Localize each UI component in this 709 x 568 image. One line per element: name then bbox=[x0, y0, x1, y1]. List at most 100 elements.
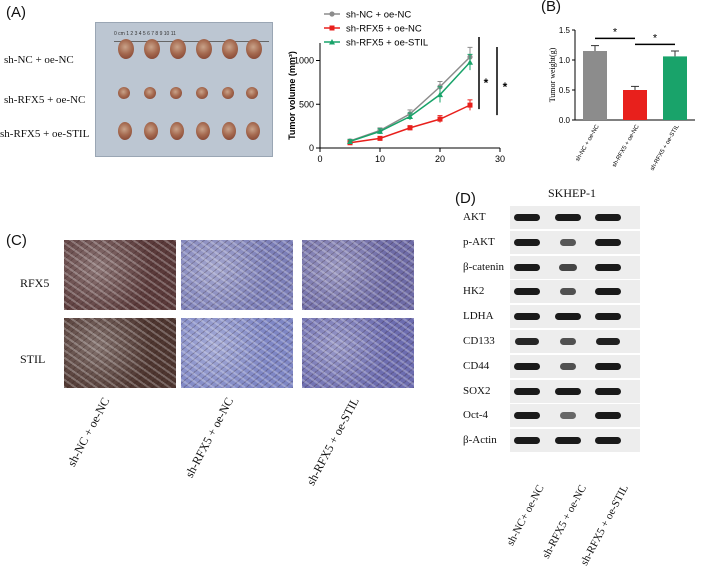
western-band bbox=[595, 263, 621, 271]
western-band bbox=[595, 313, 621, 321]
ihc-image bbox=[302, 318, 414, 388]
data-point bbox=[347, 138, 353, 144]
y-tick-label: 0 bbox=[309, 143, 314, 153]
western-band bbox=[595, 238, 621, 246]
western-band bbox=[514, 214, 540, 221]
tumor-sample bbox=[170, 39, 186, 59]
ihc-image bbox=[302, 240, 414, 310]
western-band bbox=[595, 288, 621, 296]
y-tick-label: 0.0 bbox=[559, 116, 571, 125]
western-protein-label: HK2 bbox=[463, 285, 485, 298]
western-protein-label: SOX2 bbox=[463, 384, 491, 397]
y-tick-label: 1.5 bbox=[559, 26, 571, 35]
bar bbox=[663, 56, 687, 120]
ihc-column-label: sh-NC + oe-NC bbox=[64, 395, 113, 469]
tumor-sample bbox=[144, 87, 156, 99]
tumor-sample bbox=[246, 87, 258, 99]
legend-marker bbox=[329, 39, 335, 45]
legend-marker bbox=[329, 25, 335, 31]
data-point bbox=[467, 59, 473, 65]
western-band bbox=[560, 288, 576, 296]
ihc-row-label: STIL bbox=[20, 352, 46, 366]
western-protein-label: CD44 bbox=[463, 359, 490, 372]
data-point bbox=[437, 91, 443, 98]
tumor-sample bbox=[170, 87, 182, 99]
western-protein-label: β-Actin bbox=[463, 434, 497, 447]
tumor-sample bbox=[196, 39, 212, 59]
western-band bbox=[560, 238, 576, 246]
volume-line-chart: 0 500 1000 0 10 20 30 Tumor volume (mm³) sh-NC +… bbox=[287, 10, 508, 165]
data-point bbox=[407, 125, 413, 131]
western-column-label: sh-NC+ oe-NC bbox=[504, 483, 547, 548]
photo-row-label: sh-RFX5 + oe-STIL bbox=[0, 128, 90, 140]
western-band bbox=[595, 362, 621, 370]
y-tick-label: 1.0 bbox=[559, 56, 571, 65]
x-tick-label: 30 bbox=[495, 154, 505, 164]
western-band bbox=[514, 288, 540, 296]
western-band bbox=[555, 437, 581, 445]
photo-row-label: sh-RFX5 + oe-NC bbox=[4, 94, 86, 106]
tumor-sample bbox=[246, 39, 262, 59]
western-band bbox=[515, 338, 539, 345]
western-title: SKHEP-1 bbox=[548, 186, 597, 200]
y-tick-label: 500 bbox=[299, 99, 314, 109]
western-band bbox=[514, 263, 540, 271]
legend-label: sh-NC + oe-NC bbox=[346, 10, 411, 21]
western-band bbox=[555, 387, 581, 395]
data-point bbox=[437, 116, 443, 122]
western-band bbox=[555, 214, 581, 221]
western-band bbox=[514, 412, 540, 420]
significance-star: * bbox=[503, 80, 508, 94]
panel-a-label: (A) bbox=[6, 4, 26, 21]
tumor-sample bbox=[170, 122, 184, 140]
y-tick-label: 0.5 bbox=[559, 86, 571, 95]
legend-marker bbox=[329, 11, 335, 17]
x-tick-label: sh-RFX5 + oe-STIL bbox=[650, 123, 681, 171]
western-protein-label: AKT bbox=[463, 211, 486, 223]
x-tick-label: 0 bbox=[317, 154, 322, 164]
tumor-sample bbox=[222, 87, 234, 99]
ihc-column-label: sh-RFX5 + oe-STIL bbox=[303, 395, 362, 488]
y-tick-label: 1000 bbox=[294, 56, 314, 66]
tumor-sample bbox=[222, 122, 236, 140]
western-band bbox=[514, 387, 540, 395]
ihc-image bbox=[181, 240, 293, 310]
bar bbox=[623, 90, 647, 120]
data-point bbox=[467, 102, 473, 108]
data-point bbox=[407, 113, 413, 119]
western-protein-label: β-catenin bbox=[463, 260, 505, 273]
tumor-sample bbox=[222, 39, 238, 59]
ihc-image bbox=[181, 318, 293, 388]
western-protein-label: Oct-4 bbox=[463, 409, 489, 422]
ihc-row-label: RFX5 bbox=[20, 276, 50, 290]
western-band bbox=[514, 313, 540, 321]
western-column-label: sh-RFX5 + oe-STIL bbox=[578, 483, 631, 568]
photo-row-label: sh-NC + oe-NC bbox=[4, 54, 74, 66]
western-band bbox=[514, 437, 540, 445]
western-band bbox=[595, 412, 621, 420]
significance-star: * bbox=[653, 32, 658, 44]
tumor-sample bbox=[144, 122, 158, 140]
western-protein-label: p-AKT bbox=[463, 235, 495, 248]
ihc-image bbox=[64, 240, 176, 310]
western-band bbox=[560, 412, 576, 420]
tumor-sample bbox=[246, 122, 260, 140]
panel-b-label: (B) bbox=[541, 0, 561, 15]
tumor-sample bbox=[196, 122, 210, 140]
tumor-sample bbox=[144, 39, 160, 59]
y-axis-label: Tumor weight(g) bbox=[548, 47, 557, 102]
panel-c-label: (C) bbox=[6, 232, 27, 249]
x-tick-label: 10 bbox=[375, 154, 385, 164]
panel-d-label: (D) bbox=[455, 190, 476, 207]
significance-star: * bbox=[613, 26, 618, 38]
data-point bbox=[377, 135, 383, 141]
western-band bbox=[595, 437, 621, 445]
tumor-sample bbox=[118, 39, 134, 59]
western-column-label: sh-RFX5 + oe-NC bbox=[539, 483, 589, 561]
western-band bbox=[595, 338, 621, 345]
significance-star: * bbox=[484, 76, 489, 90]
western-protein-label: LDHA bbox=[463, 310, 494, 323]
western-band bbox=[514, 362, 540, 370]
legend-label: sh-RFX5 + oe-NC bbox=[346, 24, 422, 35]
weight-bar-chart: 0.0 0.5 1.0 1.5 Tumor weight(g) sh-NC + oe-NC… bbox=[548, 26, 695, 172]
